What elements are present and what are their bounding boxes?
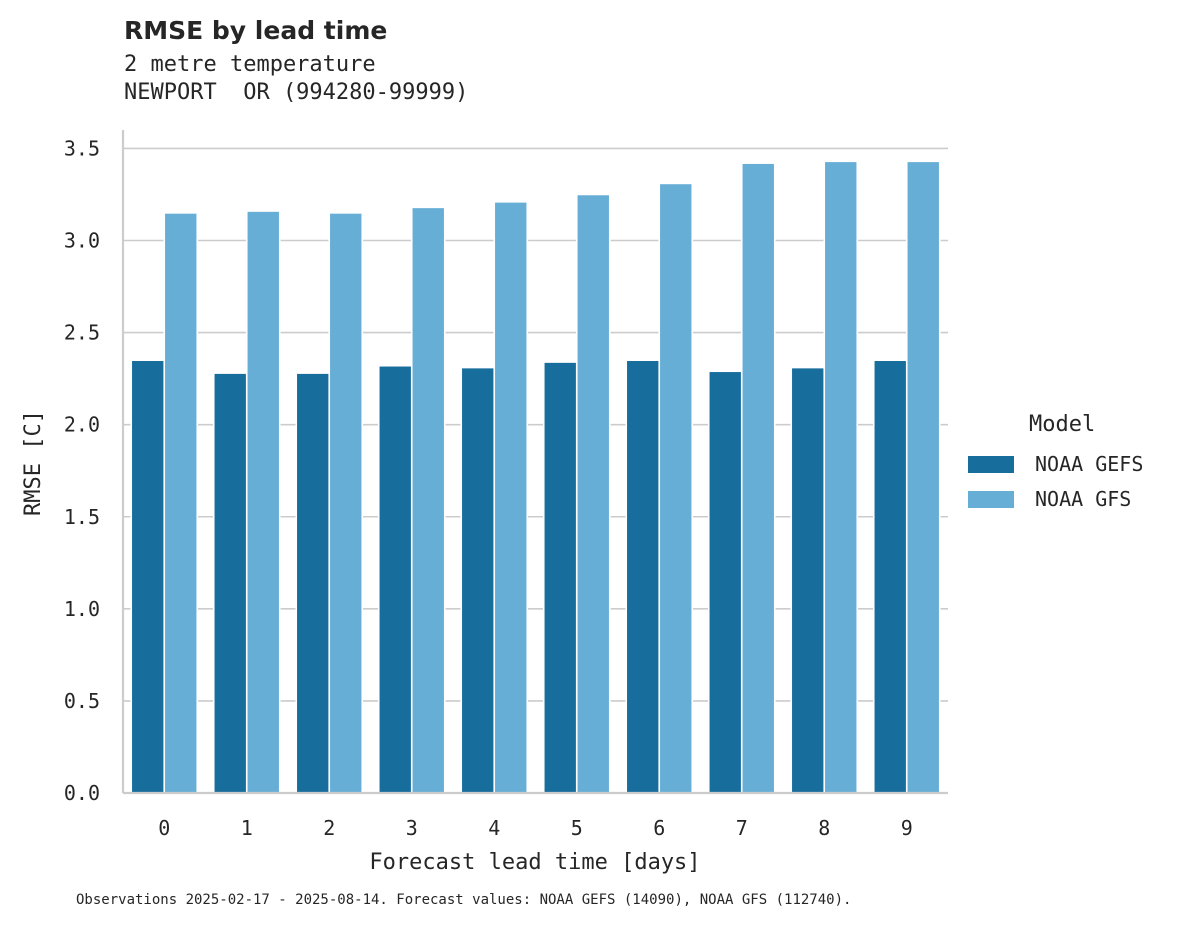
- x-tick-label: 0: [158, 816, 170, 840]
- y-tick-label: 2.0: [64, 413, 100, 437]
- bar: [905, 160, 941, 794]
- axes: [121, 130, 948, 795]
- bar: [163, 212, 199, 794]
- bar: [658, 182, 694, 794]
- x-tick-labels: 0 1 2 3 4 5 6 7 8 9: [158, 816, 913, 840]
- bar: [872, 359, 908, 794]
- bar: [377, 364, 413, 794]
- x-tick-label: 3: [406, 816, 418, 840]
- y-tick-label: 0.5: [64, 689, 100, 713]
- legend-title: Model: [1029, 412, 1096, 437]
- legend-swatch: [968, 455, 1014, 473]
- legend-label: NOAA GFS: [1035, 487, 1132, 511]
- legend-item-gfs: NOAA GFS: [968, 487, 1132, 511]
- y-tick-label: 0.0: [64, 781, 100, 805]
- y-tick-label: 3.0: [64, 229, 100, 253]
- chart-subtitle-station: NEWPORT OR (994280-99999): [124, 80, 469, 105]
- bar: [245, 210, 281, 794]
- legend-label: NOAA GEFS: [1035, 452, 1144, 476]
- x-tick-label: 4: [488, 816, 500, 840]
- bar: [707, 370, 743, 794]
- chart-title: RMSE by lead time: [124, 16, 388, 45]
- y-tick-labels: 0.0 0.5 1.0 1.5 2.0 2.5 3.0 3.5: [64, 136, 100, 805]
- y-axis-label: RMSE [C]: [21, 410, 46, 516]
- bar: [460, 366, 496, 794]
- x-tick-label: 2: [323, 816, 335, 840]
- legend-swatch: [968, 490, 1014, 508]
- x-axis-label: Forecast lead time [days]: [369, 850, 700, 875]
- bar: [542, 361, 578, 794]
- bar: [790, 366, 826, 794]
- bar: [823, 160, 859, 794]
- bar: [625, 359, 661, 794]
- legend-item-gefs: NOAA GEFS: [968, 452, 1144, 476]
- x-tick-label: 6: [653, 816, 665, 840]
- x-tick-label: 9: [901, 816, 913, 840]
- y-tick-label: 3.5: [64, 136, 100, 160]
- y-tick-label: 1.5: [64, 505, 100, 529]
- bar: [130, 359, 166, 794]
- bar: [740, 162, 776, 794]
- bar: [328, 212, 364, 794]
- x-tick-label: 1: [241, 816, 253, 840]
- x-tick-label: 7: [736, 816, 748, 840]
- x-tick-label: 8: [818, 816, 830, 840]
- bar: [493, 201, 529, 794]
- bar: [295, 372, 331, 794]
- y-tick-label: 2.5: [64, 321, 100, 345]
- footnote: Observations 2025-02-17 - 2025-08-14. Fo…: [76, 892, 852, 908]
- y-tick-label: 1.0: [64, 597, 100, 621]
- bar: [212, 372, 248, 794]
- chart-subtitle-variable: 2 metre temperature: [124, 52, 376, 77]
- bars: [130, 160, 941, 794]
- x-tick-label: 5: [571, 816, 583, 840]
- bar: [575, 193, 611, 794]
- bar: [410, 206, 446, 794]
